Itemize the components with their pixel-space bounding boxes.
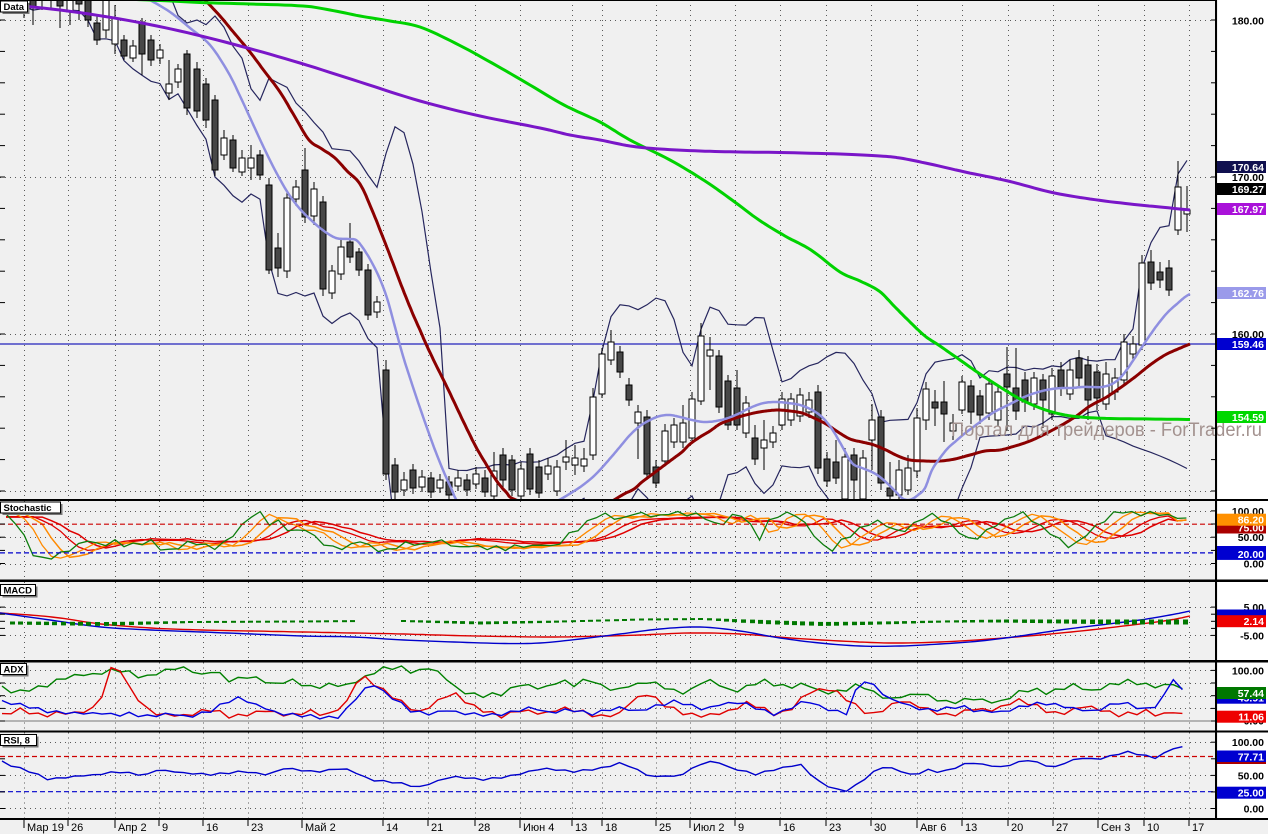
svg-text:2.14: 2.14 bbox=[1244, 616, 1265, 628]
svg-text:27: 27 bbox=[1056, 822, 1068, 834]
svg-text:Сен 3: Сен 3 bbox=[1101, 822, 1130, 834]
svg-text:23: 23 bbox=[829, 822, 841, 834]
svg-text:180.00: 180.00 bbox=[1232, 15, 1264, 27]
svg-text:20.00: 20.00 bbox=[1238, 549, 1264, 561]
svg-text:Мар 19: Мар 19 bbox=[27, 822, 64, 834]
svg-text:167.97: 167.97 bbox=[1232, 204, 1264, 216]
svg-text:170.64: 170.64 bbox=[1232, 162, 1264, 174]
svg-text:162.76: 162.76 bbox=[1232, 288, 1264, 300]
svg-text:-5.00: -5.00 bbox=[1240, 630, 1264, 642]
svg-text:169.27: 169.27 bbox=[1232, 184, 1264, 196]
svg-text:MACD: MACD bbox=[4, 586, 33, 597]
svg-text:16: 16 bbox=[206, 822, 218, 834]
svg-text:Апр 2: Апр 2 bbox=[118, 822, 147, 834]
svg-text:21: 21 bbox=[431, 822, 443, 834]
svg-text:9: 9 bbox=[162, 822, 168, 834]
svg-text:159.46: 159.46 bbox=[1232, 339, 1264, 351]
svg-text:Портал для трейдеров - ForTrad: Портал для трейдеров - ForTrader.ru bbox=[951, 420, 1262, 441]
svg-text:57.44: 57.44 bbox=[1238, 688, 1264, 700]
svg-text:25.00: 25.00 bbox=[1238, 788, 1264, 800]
svg-text:28: 28 bbox=[478, 822, 490, 834]
svg-text:30: 30 bbox=[874, 822, 886, 834]
svg-text:Июн 4: Июн 4 bbox=[523, 822, 554, 834]
svg-text:100.00: 100.00 bbox=[1232, 665, 1264, 677]
svg-text:0.00: 0.00 bbox=[1244, 804, 1265, 816]
svg-text:13: 13 bbox=[575, 822, 587, 834]
svg-text:50.00: 50.00 bbox=[1238, 770, 1264, 782]
svg-text:16: 16 bbox=[783, 822, 795, 834]
svg-text:Stochastic: Stochastic bbox=[4, 503, 52, 514]
svg-text:14: 14 bbox=[386, 822, 398, 834]
svg-text:17: 17 bbox=[1192, 822, 1204, 834]
svg-text:Июл 2: Июл 2 bbox=[693, 822, 725, 834]
svg-text:25: 25 bbox=[659, 822, 671, 834]
svg-text:11.06: 11.06 bbox=[1238, 712, 1264, 724]
svg-text:Авг 6: Авг 6 bbox=[920, 822, 946, 834]
svg-text:ADX: ADX bbox=[4, 665, 25, 676]
svg-text:RSI, 8: RSI, 8 bbox=[4, 736, 30, 747]
svg-text:86.20: 86.20 bbox=[1238, 515, 1264, 527]
svg-text:170.00: 170.00 bbox=[1232, 172, 1264, 184]
svg-text:9: 9 bbox=[738, 822, 744, 834]
svg-text:50.00: 50.00 bbox=[1238, 532, 1264, 544]
svg-text:23: 23 bbox=[251, 822, 263, 834]
svg-text:10: 10 bbox=[1147, 822, 1159, 834]
svg-text:Май 2: Май 2 bbox=[305, 822, 336, 834]
svg-text:20: 20 bbox=[1011, 822, 1023, 834]
svg-text:13: 13 bbox=[965, 822, 977, 834]
svg-text:154.59: 154.59 bbox=[1232, 412, 1264, 424]
svg-text:26: 26 bbox=[71, 822, 83, 834]
svg-text:77.71: 77.71 bbox=[1238, 752, 1264, 764]
svg-text:18: 18 bbox=[605, 822, 617, 834]
svg-text:0.00: 0.00 bbox=[1244, 559, 1265, 571]
svg-text:100.00: 100.00 bbox=[1232, 737, 1264, 749]
svg-text:Data: Data bbox=[4, 2, 25, 13]
